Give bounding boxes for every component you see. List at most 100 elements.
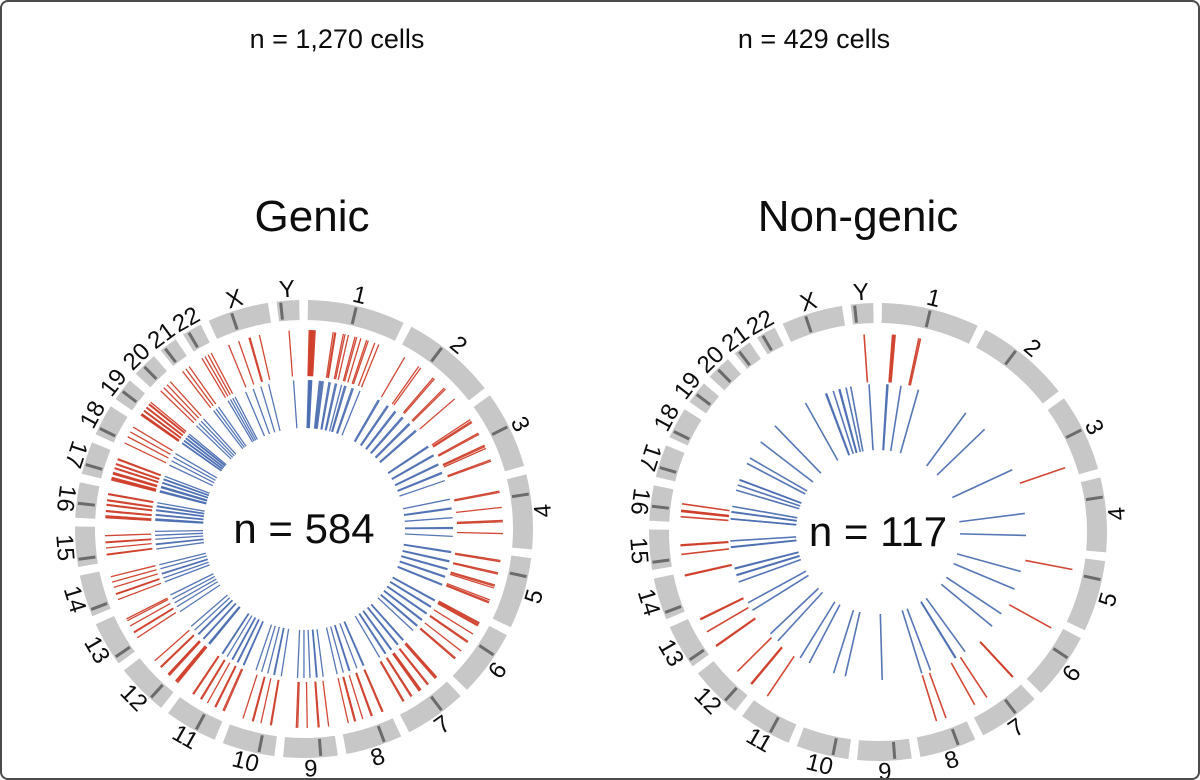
red-tick: [355, 672, 373, 717]
blue-tick: [176, 581, 219, 608]
red-tick: [908, 338, 920, 386]
chromosome-segment-16: [649, 485, 674, 522]
blue-tick: [236, 619, 260, 663]
centromere-mark-3: [491, 425, 508, 436]
chromosome-label-3: 3: [505, 412, 535, 436]
blue-tick: [313, 380, 321, 429]
blue-tick: [391, 454, 434, 480]
red-tick: [343, 676, 357, 722]
chromosome-segment-17: [81, 442, 111, 479]
red-tick: [385, 657, 412, 698]
chromosome-segment-16: [75, 482, 100, 519]
red-tick: [1025, 559, 1073, 571]
red-tick: [863, 334, 869, 383]
red-tick: [114, 467, 159, 483]
blue-tick: [155, 529, 204, 533]
red-tick: [111, 477, 157, 491]
blue-tick: [832, 609, 855, 674]
blue-tick: [769, 587, 820, 635]
blue-tick: [399, 479, 446, 497]
centromere-mark-2: [1004, 349, 1017, 366]
red-tick: [364, 669, 384, 712]
red-tick: [249, 337, 264, 382]
blue-tick: [359, 405, 388, 446]
blue-tick: [365, 411, 397, 450]
chromosome-segment-10: [222, 724, 277, 757]
red-tick: [380, 660, 405, 702]
blue-tick: [172, 575, 216, 600]
blue-tick: [160, 555, 207, 570]
red-tick: [201, 357, 227, 399]
blue-tick: [825, 393, 851, 456]
centromere-mark-13: [114, 645, 131, 658]
red-tick: [163, 387, 197, 421]
red-tick: [889, 334, 895, 383]
centromere-mark-13: [688, 648, 705, 661]
blue-tick: [399, 561, 446, 578]
red-tick: [429, 614, 469, 643]
centromere-mark-X: [804, 315, 813, 333]
chromosome-segment-9: [283, 735, 338, 758]
blue-tick: [267, 626, 281, 674]
chromosome-segment-7: [973, 684, 1035, 736]
red-tick: [681, 509, 729, 517]
red-tick: [890, 334, 896, 383]
red-tick: [112, 569, 157, 583]
chromosome-segment-12: [697, 661, 748, 711]
blue-tick: [179, 584, 221, 613]
blue-tick: [255, 624, 273, 671]
blue-tick: [397, 566, 443, 586]
chromosome-segment-17: [655, 445, 685, 482]
blue-tick: [386, 586, 427, 615]
blue-tick: [185, 437, 225, 468]
blue-tick: [200, 420, 235, 457]
red-tick: [928, 672, 947, 719]
blue-tick: [738, 558, 802, 583]
chromosome-label-16: 16: [625, 487, 655, 517]
blue-tick: [331, 385, 347, 433]
red-tick: [959, 656, 988, 698]
blue-tick: [336, 388, 354, 434]
centromere-mark-2: [430, 346, 443, 363]
red-tick: [166, 384, 200, 419]
centromere-mark-15: [78, 555, 96, 561]
red-tick: [433, 609, 474, 635]
blue-tick: [174, 578, 217, 604]
red-tick: [456, 519, 503, 524]
blue-tick: [925, 597, 966, 653]
blue-tick: [156, 509, 204, 517]
centromere-mark-12: [724, 686, 738, 702]
blue-tick: [365, 410, 396, 450]
blue-tick: [735, 489, 800, 510]
cell-count-label-nongenic: n = 429 cells: [737, 24, 891, 54]
red-tick: [252, 676, 266, 722]
red-tick: [105, 509, 152, 516]
chromosome-segment-2: [976, 329, 1059, 404]
red-tick: [386, 657, 413, 697]
red-tick: [251, 676, 265, 722]
red-tick: [412, 388, 446, 422]
centromere-mark-X: [230, 312, 239, 330]
centromere-mark-20: [717, 368, 732, 384]
red-tick: [248, 337, 263, 383]
chromosome-label-4: 4: [1103, 506, 1131, 521]
blue-tick: [155, 518, 204, 523]
blue-tick: [394, 464, 439, 487]
red-tick: [380, 357, 406, 398]
blue-tick: [156, 505, 205, 515]
blue-tick: [242, 620, 264, 666]
chromosome-segment-10: [796, 727, 851, 760]
red-tick: [105, 515, 152, 520]
blue-tick: [747, 570, 807, 604]
centromere-mark-1: [924, 310, 932, 328]
red-tick: [143, 409, 182, 439]
centromere-mark-7: [1004, 698, 1017, 715]
chromosome-label-1: 1: [924, 284, 943, 313]
red-tick: [684, 563, 732, 576]
red-tick: [450, 571, 496, 586]
red-tick: [921, 675, 938, 722]
red-tick: [909, 338, 922, 386]
blue-tick: [389, 581, 432, 608]
red-tick: [185, 368, 214, 407]
blue-tick: [774, 425, 822, 474]
